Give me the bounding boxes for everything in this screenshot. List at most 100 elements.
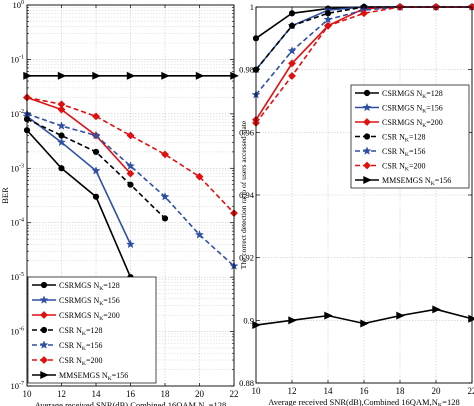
y-tick-base: 10 [11,381,20,391]
y-tick-exp: -5 [19,272,24,278]
data-point [161,150,169,159]
y-axis-label: BER [0,187,10,204]
legend-label: CSR NK=128 [382,133,425,144]
x-tick-label: 14 [92,389,102,399]
legend-label-sub: K [405,167,409,173]
legend-label: CSRMGS NK=128 [59,281,120,292]
y-tick-label: 1 [250,2,254,12]
data-point [195,71,205,80]
y-tick-label: 0.88 [239,378,254,388]
data-point [92,112,100,121]
data-point [91,130,101,140]
x-axis-label-tail: =128 [209,400,227,406]
x-tick-label: 18 [396,386,406,396]
legend-label-sub: K [99,316,103,322]
data-point [468,314,474,323]
x-axis-label: Average received SNR(dB),Combined 16QAM,… [268,397,459,406]
legend-label-tail: =156 [426,104,443,113]
legend-label-sub: K [82,346,86,352]
legend-item-6: CSR NK=200 [355,162,425,173]
legend-label: CSR NK=200 [59,356,102,367]
legend-item-2: CSRMGS NK=156 [32,295,120,307]
x-tick-label: 22 [230,389,239,399]
legend-item-7: MMSEMGS NK=156 [355,176,451,187]
x-tick-label: 22 [468,386,474,396]
legend-marker [363,161,371,170]
ber-chart: 10 12 14 16 18 20 2210-710-610-510-410-310-210… [0,0,239,406]
y-tick-label: 100 [13,0,25,10]
legend-label-main: CSRMGS N [382,118,422,127]
y-tick-exp: -1 [19,54,24,60]
data-point [161,215,169,222]
data-point [195,172,204,181]
legend-label-tail: =156 [409,147,426,156]
legend-label-sub: K [82,331,86,337]
data-point [57,121,66,130]
legend-marker [40,371,49,379]
y-tick-label: 0.9 [243,315,254,325]
legend-label: CSRMGS NK=128 [382,89,443,100]
x-tick-label: 20 [195,389,205,399]
legend-box [350,84,470,189]
y-tick-base: 10 [11,327,20,337]
x-axis-label: Average received SNR(dB),Combined 16QAM,… [35,400,226,406]
legend-label-main: CSRMGS N [382,104,422,113]
x-tick-label: 20 [432,386,442,396]
legend-label-tail: =156 [112,371,129,380]
y-tick-base: 10 [11,218,20,228]
data-point [126,71,136,80]
legend-label-main: CSRMGS N [382,89,422,98]
data-point [287,46,297,55]
series-line [26,129,132,278]
legend-label-sub: K [99,301,103,307]
legend-label-tail: =200 [409,162,426,171]
data-point [92,148,100,156]
x-axis-label-main: Average received SNR(dB),Combined 16QAM,… [268,397,438,406]
legend-label-tail: =200 [86,356,103,365]
data-point [432,305,441,314]
y-tick-label: 0.98 [239,65,254,75]
data-point [360,319,369,328]
y-tick-exp: -3 [19,163,24,169]
data-point [160,192,170,201]
data-point [91,166,101,175]
legend-label-sub: K [422,94,426,100]
legend-label-main: CSR N [59,341,82,350]
data-point [324,21,332,30]
legend-label-tail: =156 [86,341,103,350]
y-tick-label: 10-1 [11,54,25,64]
data-point [57,137,66,147]
legend-marker [363,133,371,140]
legend-label: CSR NK=156 [59,341,102,352]
legend-label-main: CSR N [382,162,405,171]
legend-label-main: CSR N [382,133,405,142]
data-point [92,193,100,200]
series-6 [23,93,238,218]
x-tick-label: 14 [324,386,334,396]
legend-label-sub: K [108,376,112,382]
legend-label-tail: =128 [409,133,426,142]
data-point [57,105,66,114]
y-axis-label: The correct detection ratio of users acc… [239,120,248,269]
legend-label-tail: =156 [435,176,452,185]
y-tick-label: 10-4 [11,218,25,228]
y-tick-base: 10 [11,109,20,119]
legend-marker [40,326,48,334]
legend-item-1: CSRMGS NK=128 [32,281,120,292]
legend-label-main: CSR N [59,356,82,365]
y-tick-exp: 0 [21,0,24,6]
data-point [126,169,135,178]
x-tick-label: 12 [288,386,297,396]
legend-label-main: MMSEMGS N [59,371,108,380]
legend-item-2: CSRMGS NK=156 [355,102,443,115]
legend-marker [39,295,49,304]
data-point [288,316,297,325]
x-tick-label: 16 [360,386,370,396]
legend-label-tail: =200 [103,311,120,320]
legend-label-main: CSR N [59,326,82,335]
legend-label-tail: =156 [103,296,120,305]
series-6 [252,3,474,127]
legend-item-3: CSRMGS NK=200 [32,311,120,322]
